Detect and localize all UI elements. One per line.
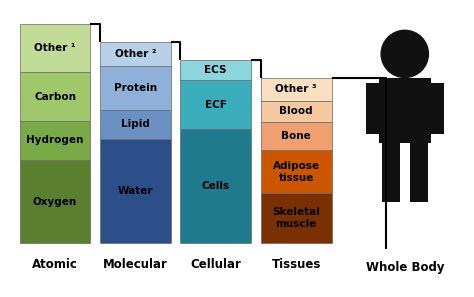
Text: Other ³: Other ³ xyxy=(275,84,317,94)
Text: Molecular: Molecular xyxy=(103,258,168,271)
Text: Water: Water xyxy=(118,186,153,196)
Bar xyxy=(379,78,431,143)
Bar xyxy=(410,143,428,202)
Text: Oxygen: Oxygen xyxy=(33,197,77,206)
Bar xyxy=(261,193,331,243)
Text: Tissues: Tissues xyxy=(272,258,321,271)
Text: Other ¹: Other ¹ xyxy=(34,43,76,53)
Text: Hydrogen: Hydrogen xyxy=(27,135,84,145)
Text: Cellular: Cellular xyxy=(190,258,241,271)
Bar xyxy=(19,160,91,243)
Bar xyxy=(261,101,331,122)
Text: ECS: ECS xyxy=(204,65,227,75)
Text: Blood: Blood xyxy=(279,107,313,116)
Ellipse shape xyxy=(381,30,428,78)
Text: ECF: ECF xyxy=(205,100,227,110)
Bar xyxy=(180,80,251,129)
Text: Atomic: Atomic xyxy=(32,258,78,271)
Text: Cells: Cells xyxy=(201,181,230,191)
Bar xyxy=(19,72,91,121)
Bar xyxy=(100,66,171,110)
Bar xyxy=(261,122,331,150)
Bar xyxy=(382,143,400,202)
Bar xyxy=(19,24,91,72)
Text: Whole Body: Whole Body xyxy=(365,261,444,274)
Text: Bone: Bone xyxy=(281,131,311,141)
Bar xyxy=(100,110,171,139)
Text: Adipose
tissue: Adipose tissue xyxy=(273,161,319,183)
Text: Lipid: Lipid xyxy=(121,119,150,129)
Text: Carbon: Carbon xyxy=(34,91,76,102)
Bar xyxy=(365,83,379,134)
Text: Protein: Protein xyxy=(114,83,157,93)
Bar xyxy=(19,121,91,160)
Bar xyxy=(100,42,171,66)
Bar xyxy=(261,150,331,193)
Bar xyxy=(180,129,251,243)
Bar xyxy=(180,60,251,80)
Bar xyxy=(431,83,444,134)
Text: Other ²: Other ² xyxy=(115,49,156,59)
Bar xyxy=(100,139,171,243)
Bar xyxy=(261,78,331,101)
Text: Skeletal
muscle: Skeletal muscle xyxy=(272,208,320,229)
